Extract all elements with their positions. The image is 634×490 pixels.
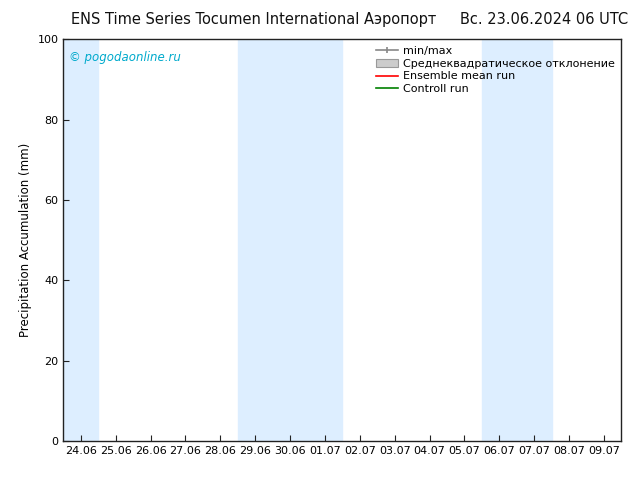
Legend: min/max, Среднеквадратическое отклонение, Ensemble mean run, Controll run: min/max, Среднеквадратическое отклонение… bbox=[372, 42, 619, 98]
Y-axis label: Precipitation Accumulation (mm): Precipitation Accumulation (mm) bbox=[19, 143, 32, 337]
Text: Вс. 23.06.2024 06 UTC: Вс. 23.06.2024 06 UTC bbox=[460, 12, 628, 27]
Bar bbox=[63, 39, 98, 441]
Bar bbox=[238, 39, 342, 441]
Text: ENS Time Series Tocumen International Аэропорт: ENS Time Series Tocumen International Аэ… bbox=[71, 12, 436, 27]
Text: © pogodaonline.ru: © pogodaonline.ru bbox=[69, 51, 181, 64]
Bar bbox=[482, 39, 552, 441]
